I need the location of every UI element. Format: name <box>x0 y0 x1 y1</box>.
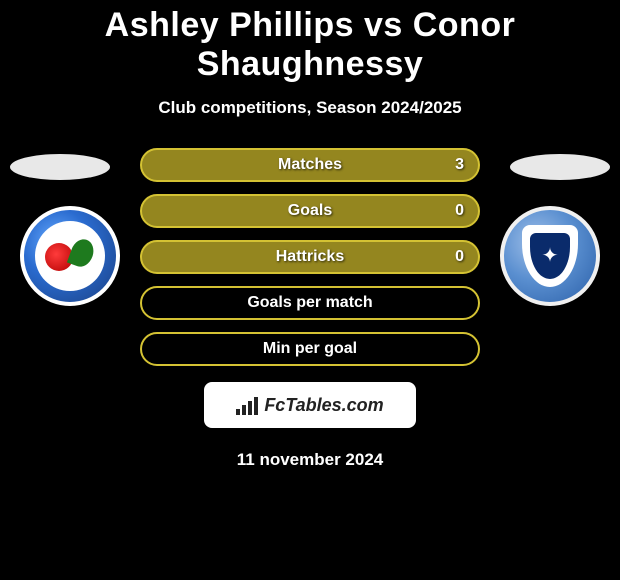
stat-label: Goals <box>288 202 332 220</box>
brand-text: FcTables.com <box>264 395 383 416</box>
comparison-region: ✦ Matches 3 Goals 0 Hattricks 0 Goals per matc… <box>0 148 620 470</box>
stat-bar: Hattricks 0 <box>140 240 480 274</box>
page-subtitle: Club competitions, Season 2024/2025 <box>0 98 620 118</box>
left-club-crest <box>20 206 120 306</box>
stat-value-right: 0 <box>455 202 464 220</box>
stat-label: Hattricks <box>276 248 344 266</box>
stat-bar: Goals 0 <box>140 194 480 228</box>
right-player-oval <box>510 154 610 180</box>
stat-bar: Matches 3 <box>140 148 480 182</box>
right-club-crest: ✦ <box>500 206 600 306</box>
stat-bar: Goals per match <box>140 286 480 320</box>
stat-label: Matches <box>278 156 342 174</box>
leaf-icon <box>67 236 97 270</box>
stat-label: Min per goal <box>263 340 357 358</box>
left-player-oval <box>10 154 110 180</box>
brand-badge: FcTables.com <box>204 382 416 428</box>
stat-bar: Min per goal <box>140 332 480 366</box>
bar-chart-icon <box>236 395 258 415</box>
stat-value-right: 0 <box>455 248 464 266</box>
star-icon: ✦ <box>542 246 559 266</box>
date-text: 11 november 2024 <box>0 450 620 470</box>
page-title: Ashley Phillips vs Conor Shaughnessy <box>0 0 620 84</box>
stat-bars: Matches 3 Goals 0 Hattricks 0 Goals per match M… <box>140 148 480 366</box>
stat-value-right: 3 <box>455 156 464 174</box>
stat-label: Goals per match <box>247 294 372 312</box>
